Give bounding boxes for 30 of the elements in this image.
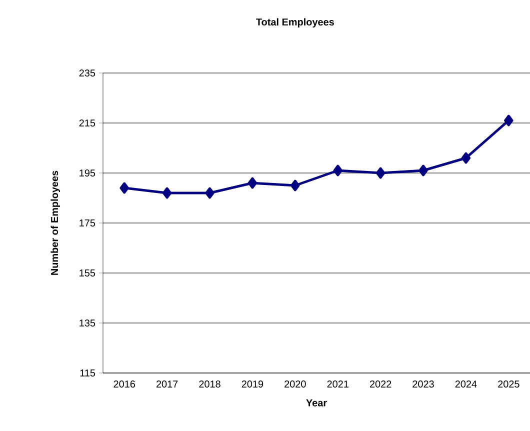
y-axis-title: Number of Employees [50,170,60,275]
point [418,164,428,176]
x-tick-label: 2016 [114,380,135,388]
y-tick-label: 115 [80,370,96,376]
y-tick-label: 155 [80,270,96,276]
point [162,187,172,199]
x-axis-title: Year [306,399,327,406]
point [504,114,514,126]
y-tick-label: 235 [79,69,96,77]
point [461,152,471,164]
point [376,167,386,179]
y-tick-label: 195 [80,169,96,177]
point [290,180,300,192]
x-tick-label: 2021 [327,380,348,388]
y-tick-label: 135 [80,319,96,327]
x-tick-label: 2023 [412,380,434,388]
x-tick-label: 2025 [498,380,520,388]
x-tick-label: 2024 [455,380,477,388]
point [333,164,342,176]
y-tick-label: 175 [80,220,96,226]
point [248,177,258,189]
point [120,182,129,194]
chart-title: Total Employees [256,18,334,28]
x-tick-label: 2018 [199,380,220,388]
x-tick-label: 2020 [284,380,306,388]
point [205,187,214,199]
x-tick-label: 2022 [370,380,392,388]
x-tick-label: 2017 [156,380,178,388]
x-tick-label: 2019 [242,380,264,388]
y-tick-label: 215 [79,119,96,127]
